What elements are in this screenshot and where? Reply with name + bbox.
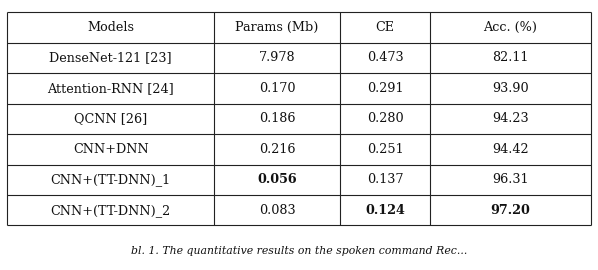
Text: 0.280: 0.280 [367,112,404,125]
Text: bl. 1. The quantitative results on the spoken command Rec...: bl. 1. The quantitative results on the s… [131,246,467,256]
Text: 96.31: 96.31 [492,173,529,186]
Text: 0.056: 0.056 [257,173,297,186]
Text: 94.23: 94.23 [492,112,529,125]
Text: 0.170: 0.170 [259,82,295,95]
Text: 0.083: 0.083 [259,204,295,217]
Text: CE: CE [376,21,395,34]
Text: DenseNet-121 [23]: DenseNet-121 [23] [50,51,172,64]
Text: QCNN [26]: QCNN [26] [74,112,147,125]
Text: 0.216: 0.216 [259,143,295,156]
Text: CNN+(TT-DNN)_1: CNN+(TT-DNN)_1 [51,173,171,186]
Text: 0.124: 0.124 [365,204,405,217]
Text: 94.42: 94.42 [492,143,529,156]
Text: 7.978: 7.978 [259,51,295,64]
Text: Attention-RNN [24]: Attention-RNN [24] [47,82,174,95]
Text: 0.186: 0.186 [259,112,295,125]
Text: 0.291: 0.291 [367,82,403,95]
Text: 0.251: 0.251 [367,143,404,156]
Text: 97.20: 97.20 [490,204,530,217]
Text: 0.473: 0.473 [367,51,404,64]
Text: 82.11: 82.11 [492,51,529,64]
Text: CNN+DNN: CNN+DNN [73,143,149,156]
Text: Params (Mb): Params (Mb) [236,21,319,34]
Text: Models: Models [87,21,135,34]
Text: Acc. (%): Acc. (%) [484,21,538,34]
Text: CNN+(TT-DNN)_2: CNN+(TT-DNN)_2 [51,204,171,217]
Text: 0.137: 0.137 [367,173,403,186]
Text: 93.90: 93.90 [492,82,529,95]
